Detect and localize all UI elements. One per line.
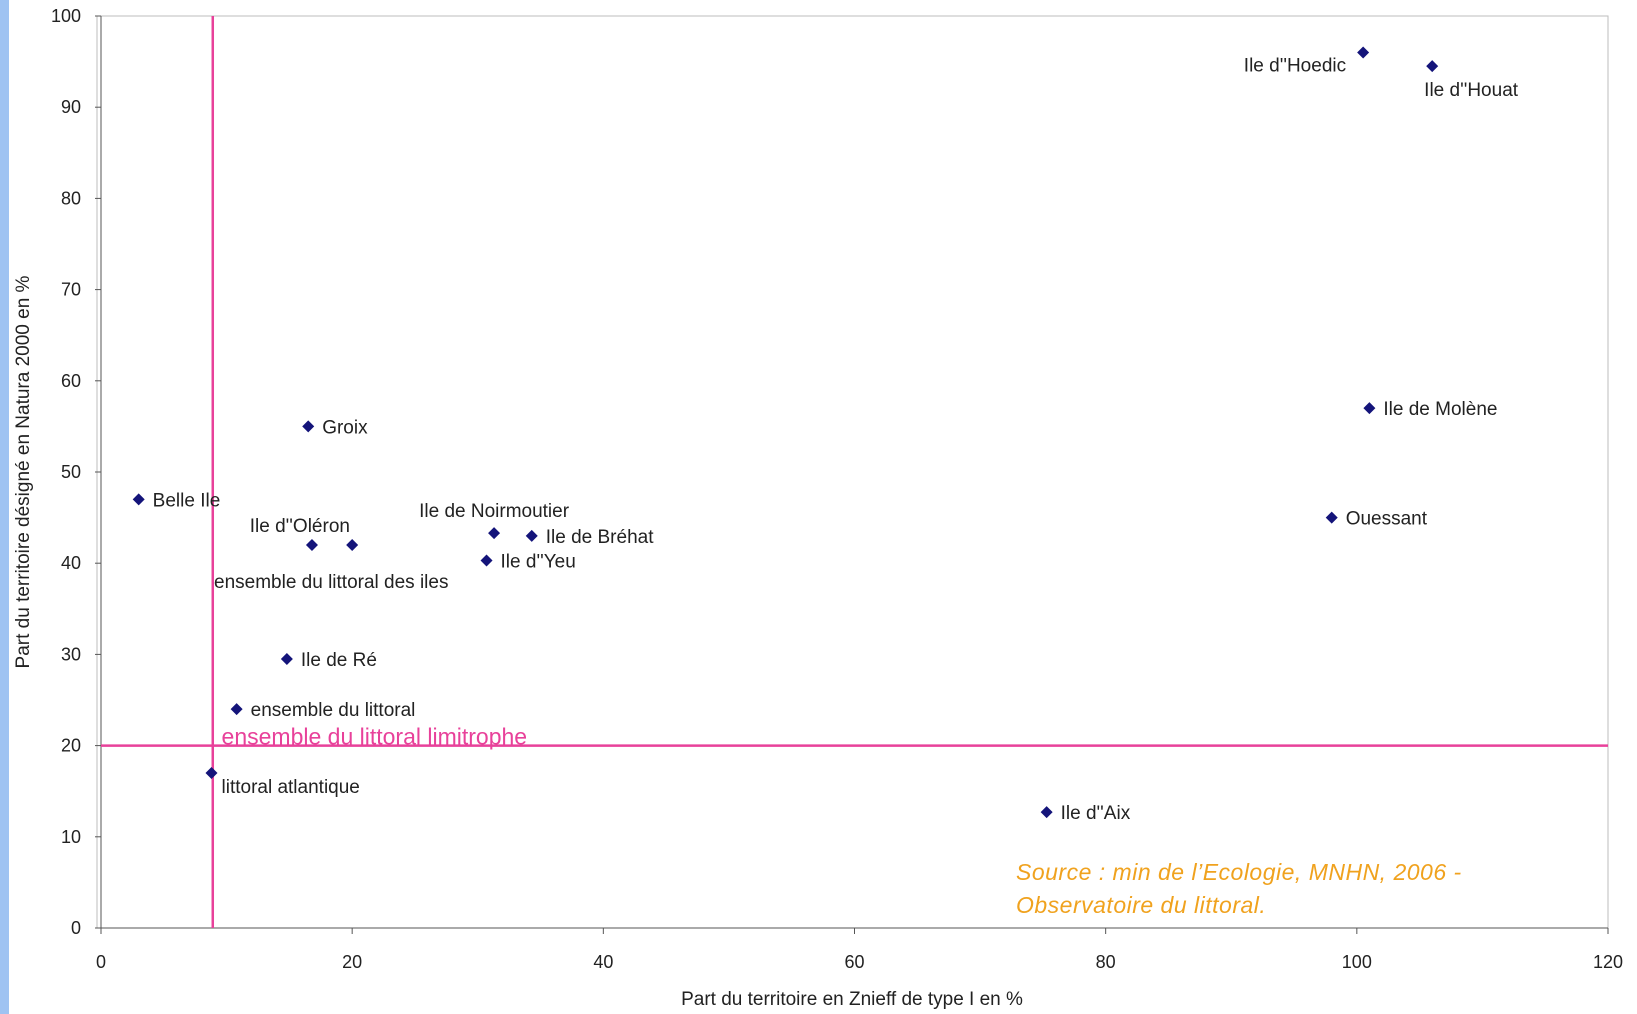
x-tick-label: 100 xyxy=(1342,952,1372,972)
reference-lines-group: ensemble du littoral limitrophe xyxy=(101,16,1608,928)
data-point-marker xyxy=(1363,402,1376,415)
data-point-label: Ile d''Aix xyxy=(1061,803,1131,824)
data-point-marker xyxy=(488,527,501,540)
data-point-marker xyxy=(132,493,145,506)
data-point-marker xyxy=(305,538,318,551)
data-point-label: Ouessant xyxy=(1346,509,1428,530)
data-point-marker xyxy=(1426,60,1439,73)
source-note-line-2: Observatoire du littoral. xyxy=(1016,892,1266,918)
y-tick-label: 40 xyxy=(61,553,81,573)
data-point-label: Ile d''Yeu xyxy=(501,551,576,572)
data-point-label: ensemble du littoral xyxy=(251,700,416,721)
data-point-label: littoral atlantique xyxy=(222,777,360,798)
data-point-marker xyxy=(1325,511,1338,524)
data-point-label: Ile de Molène xyxy=(1383,399,1497,420)
y-axis-title: Part du territoire désigné en Natura 200… xyxy=(13,275,34,668)
y-tick-label: 90 xyxy=(61,97,81,117)
data-point-marker xyxy=(302,420,315,433)
y-tick-label: 0 xyxy=(71,918,81,938)
data-point-label: ensemble du littoral des iles xyxy=(214,572,448,593)
data-point-label: Groix xyxy=(322,417,368,438)
data-point-label: Belle Ile xyxy=(153,490,221,511)
source-note-line-1: Source : min de l’Ecologie, MNHN, 2006 - xyxy=(1016,859,1462,885)
x-tick-label: 40 xyxy=(593,952,613,972)
y-tick-label: 80 xyxy=(61,188,81,208)
data-point-marker xyxy=(346,538,359,551)
y-tick-label: 20 xyxy=(61,736,81,756)
data-point-label: Ile de Noirmoutier xyxy=(419,501,570,522)
data-point-marker xyxy=(1040,806,1053,819)
axes-group: 0 20 40 60 80 100 120 0 10 20 30 40 50 60 70 80 90 100 xyxy=(51,6,1623,972)
left-accent-strip xyxy=(0,0,9,1014)
x-tick-label: 60 xyxy=(844,952,864,972)
y-tick-label: 70 xyxy=(61,280,81,300)
x-tick-label: 120 xyxy=(1593,952,1623,972)
data-point-label: Ile d''Hoedic xyxy=(1244,55,1346,76)
reference-line-label: ensemble du littoral limitrophe xyxy=(222,724,528,750)
data-point-marker xyxy=(280,652,293,665)
x-axis-title: Part du territoire en Znieff de type I e… xyxy=(681,989,1023,1010)
data-point-label: Ile de Ré xyxy=(301,650,377,671)
y-tick-label: 30 xyxy=(61,644,81,664)
y-tick-label: 100 xyxy=(51,6,81,26)
data-point-label: Ile de Bréhat xyxy=(546,527,654,548)
data-point-label: Ile d''Oléron xyxy=(250,516,350,537)
data-point-marker xyxy=(525,529,538,542)
y-tick-label: 10 xyxy=(61,827,81,847)
y-tick-label: 60 xyxy=(61,371,81,391)
data-point-marker xyxy=(230,703,243,716)
y-tick-label: 50 xyxy=(61,462,81,482)
data-point-marker xyxy=(480,554,493,567)
x-tick-label: 20 xyxy=(342,952,362,972)
x-tick-label: 0 xyxy=(96,952,106,972)
data-point-marker xyxy=(1357,46,1370,59)
data-point-label: Ile d''Houat xyxy=(1424,80,1519,101)
x-tick-label: 80 xyxy=(1096,952,1116,972)
points-group: Ile d''Hoedic Ile d''Houat Ile de Molène Ou… xyxy=(132,46,1519,824)
data-point-marker xyxy=(205,766,218,779)
